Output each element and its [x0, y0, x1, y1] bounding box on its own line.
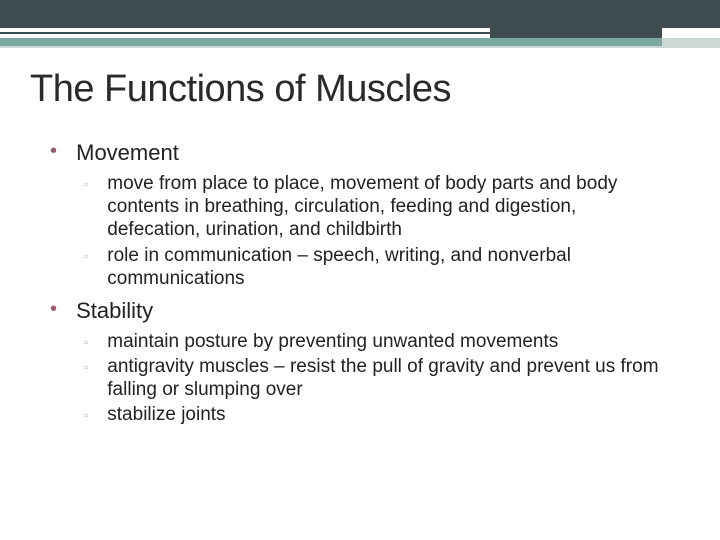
header-bar-accent	[0, 38, 662, 46]
bullet-lvl2-icon: ▫	[84, 330, 102, 350]
list-item-text: stabilize joints	[107, 403, 667, 426]
list-item-text: move from place to place, movement of bo…	[107, 172, 667, 242]
header-bar-light	[0, 46, 720, 48]
bullet-lvl2-icon: ▫	[84, 355, 102, 375]
bullet-lvl2-icon: ▫	[84, 403, 102, 423]
section-heading: • Stability	[50, 298, 670, 324]
list-item: ▫ role in communication – speech, writin…	[84, 244, 670, 290]
section-heading: • Movement	[50, 140, 670, 166]
header-bar-dark-ext	[490, 28, 663, 38]
slide-body: • Movement ▫ move from place to place, m…	[50, 140, 670, 429]
header-bar-dark	[0, 0, 720, 28]
header-bar-light-ext	[662, 38, 720, 46]
section-heading-text: Movement	[76, 140, 666, 166]
list-item: ▫ stabilize joints	[84, 403, 670, 426]
bullet-lvl2-icon: ▫	[84, 244, 102, 264]
list-item: ▫ move from place to place, movement of …	[84, 172, 670, 242]
section-heading-text: Stability	[76, 298, 666, 324]
slide-title: The Functions of Muscles	[30, 68, 451, 111]
bullet-lvl1-icon: •	[50, 298, 70, 321]
list-item: ▫ maintain posture by preventing unwante…	[84, 330, 670, 353]
list-item-text: antigravity muscles – resist the pull of…	[107, 355, 667, 401]
list-item-text: maintain posture by preventing unwanted …	[107, 330, 667, 353]
bullet-lvl1-icon: •	[50, 140, 70, 163]
list-item-text: role in communication – speech, writing,…	[107, 244, 667, 290]
bullet-lvl2-icon: ▫	[84, 172, 102, 192]
header-decoration	[0, 0, 720, 28]
list-item: ▫ antigravity muscles – resist the pull …	[84, 355, 670, 401]
